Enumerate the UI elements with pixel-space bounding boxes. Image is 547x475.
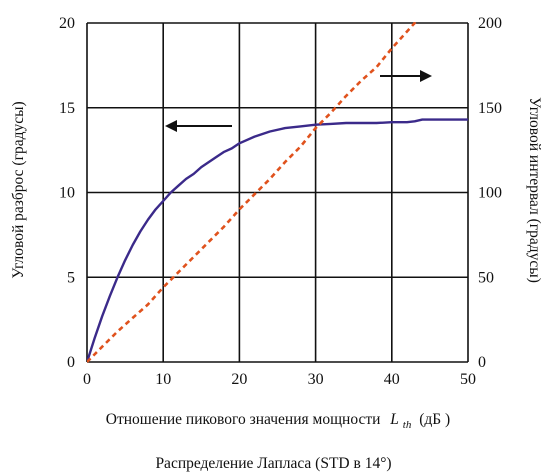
y-left-tick-label: 10	[59, 185, 75, 202]
x-tick-label: 20	[231, 371, 247, 388]
x-axis-label-main: Отношение пикового значения мощности	[106, 411, 381, 428]
right-axis-arrow	[380, 70, 432, 82]
y-left-tick-label: 5	[67, 269, 75, 286]
x-axis-label: Отношение пикового значения мощности L t…	[106, 411, 450, 432]
x-axis-label-unit: (дБ )	[419, 411, 450, 428]
y-left-tick-label: 15	[59, 100, 75, 117]
grid	[86, 22, 469, 363]
y-right-tick-label: 200	[478, 15, 502, 32]
x-tick-label: 40	[384, 371, 400, 388]
x-axis-label-subscript: th	[403, 419, 412, 431]
x-tick-label: 30	[308, 371, 324, 388]
series-group	[87, 22, 468, 363]
series-line-angular-spread	[87, 118, 468, 363]
y-right-tick-label: 150	[478, 100, 502, 117]
x-tick-label: 10	[155, 371, 171, 388]
chart-caption: Распределение Лапласа (STD в 14°)	[155, 455, 392, 472]
x-tick-label: 0	[83, 371, 91, 388]
left-axis-label: Угловой разброс (градусы)	[10, 101, 27, 278]
left-axis-arrow	[165, 120, 232, 132]
x-tick-label: 50	[460, 371, 476, 388]
series-line-angular-interval	[87, 22, 418, 363]
right-axis-label: Угловой интервал (градусы)	[526, 97, 543, 283]
y-left-tick-label: 0	[67, 354, 75, 371]
y-left-tick-label: 20	[59, 15, 75, 32]
y-right-tick-label: 0	[478, 354, 486, 371]
y-right-tick-label: 50	[478, 269, 494, 286]
y-right-tick-label: 100	[478, 185, 502, 202]
x-axis-label-symbol: L	[389, 411, 399, 428]
